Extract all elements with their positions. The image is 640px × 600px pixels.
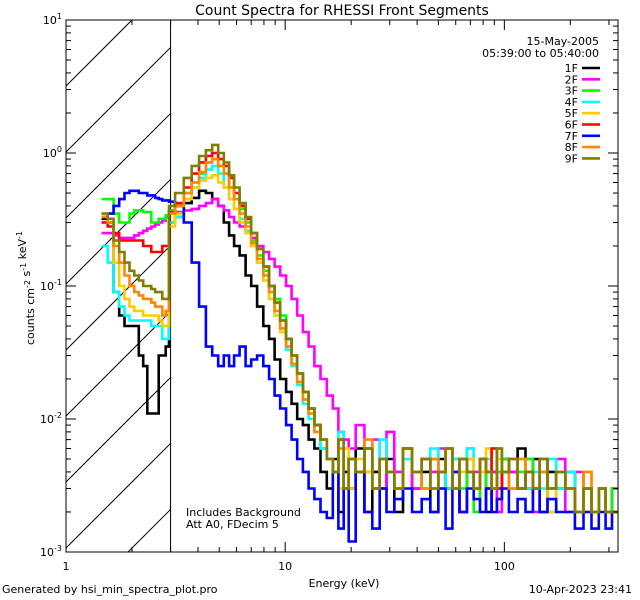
- timestamp-label: 10-Apr-2023 23:41: [528, 583, 632, 596]
- generated-by-label: Generated by hsi_min_spectra_plot.pro: [2, 583, 218, 596]
- legend-label-4F: 4F: [565, 96, 578, 109]
- series-line-9F: [101, 143, 618, 514]
- legend-label-3F: 3F: [565, 85, 578, 98]
- y-tick-label: 101: [43, 12, 62, 27]
- time-range-label: 05:39:00 to 05:40:00: [482, 47, 599, 60]
- legend-label-1F: 1F: [565, 62, 578, 75]
- legend-label-7F: 7F: [565, 130, 578, 143]
- legend-label-9F: 9F: [565, 152, 578, 165]
- y-tick-label: 10-2: [40, 411, 62, 426]
- legend-label-5F: 5F: [565, 107, 578, 120]
- series-line-7F: [101, 189, 618, 543]
- annotation-attenuator: Att A0, FDecim 5: [186, 518, 279, 531]
- legend-label-8F: 8F: [565, 141, 578, 154]
- hatch-line: [127, 509, 171, 553]
- hatch-line: [65, 311, 171, 417]
- x-tick-label: 10: [278, 560, 292, 573]
- y-tick-label: 10-1: [40, 278, 62, 293]
- hatch-line: [65, 377, 171, 483]
- y-axis-label: counts cm-2 s-1 keV-1: [15, 231, 37, 345]
- x-tick-label: 100: [494, 560, 515, 573]
- y-tick-label: 100: [43, 145, 62, 160]
- hatch-line: [65, 47, 171, 153]
- legend-label-2F: 2F: [565, 73, 578, 86]
- date-label: 15-May-2005: [527, 35, 599, 48]
- hatch-line: [65, 179, 171, 285]
- x-tick-label: 1: [63, 560, 70, 573]
- hatch-line: [65, 113, 171, 219]
- axes-layer: 1 10 100 10-3 10-2 10-1 100 101: [40, 12, 618, 573]
- hatch-line: [65, 443, 171, 549]
- hatch-line: [65, 19, 133, 87]
- x-axis-label: Energy (keV): [309, 577, 380, 590]
- y-tick-label: 10-3: [40, 544, 62, 559]
- chart-title: Count Spectra for RHESSI Front Segments: [195, 3, 489, 19]
- series-layer: [101, 143, 618, 543]
- annotation-background: Includes Background: [186, 506, 301, 519]
- legend-label-6F: 6F: [565, 119, 578, 132]
